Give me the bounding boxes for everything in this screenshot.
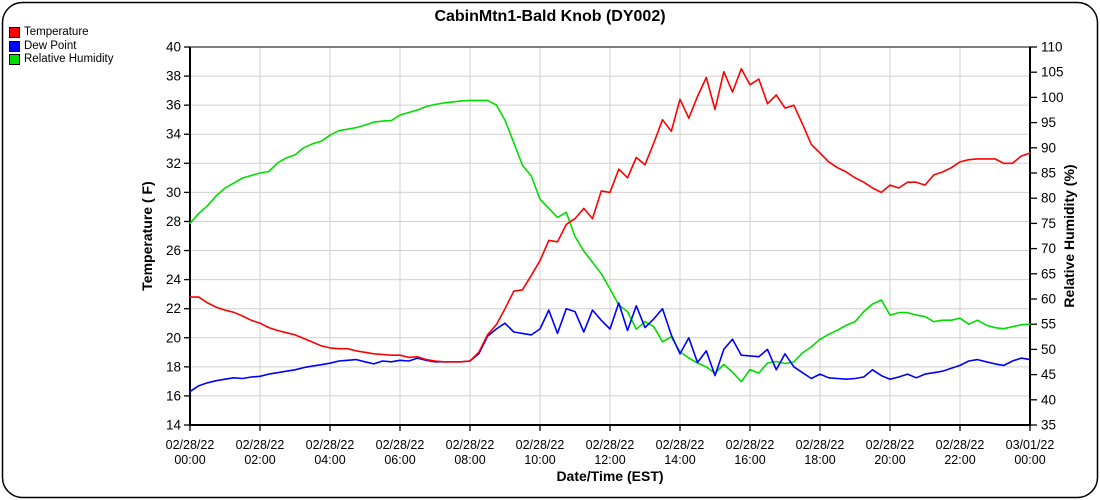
right-axis-tick-label: 70	[1041, 241, 1056, 256]
legend-label-dew-point: Dew Point	[24, 39, 77, 52]
right-axis-tick-label: 65	[1041, 266, 1056, 281]
left-axis-title: Temperature ( F)	[139, 181, 155, 290]
x-tick-time-label: 00:00	[174, 453, 205, 467]
left-axis-tick-label: 20	[166, 330, 181, 345]
left-axis-tick-label: 34	[166, 127, 182, 142]
left-axis-tick-label: 14	[166, 418, 182, 433]
x-tick-time-label: 02:00	[244, 453, 275, 467]
left-axis-tick-label: 32	[166, 156, 181, 171]
x-tick-time-label: 20:00	[874, 453, 905, 467]
left-axis-tick-label: 36	[166, 98, 181, 113]
x-tick-time-label: 06:00	[384, 453, 415, 467]
right-axis-tick-label: 80	[1041, 191, 1056, 206]
red-square-icon	[9, 27, 20, 39]
x-tick-time-label: 10:00	[524, 453, 555, 467]
right-axis-title: Relative Humidity (%)	[1061, 164, 1077, 307]
x-tick-time-label: 18:00	[804, 453, 835, 467]
x-tick-date-label: 02/28/22	[166, 438, 215, 452]
left-axis-tick-label: 28	[166, 214, 181, 229]
x-tick-date-label: 03/01/22	[1006, 438, 1055, 452]
x-tick-date-label: 02/28/22	[866, 438, 915, 452]
temperature-line	[189, 68, 1031, 363]
left-axis-tick-label: 26	[166, 243, 181, 258]
right-axis-tick-label: 35	[1041, 418, 1056, 433]
right-axis-tick-label: 110	[1041, 40, 1063, 55]
x-tick-time-label: 16:00	[734, 453, 765, 467]
left-axis-tick-label: 18	[166, 359, 181, 374]
legend-item-relative-humidity: Relative Humidity	[9, 53, 113, 67]
right-axis-tick-label: 75	[1041, 216, 1056, 231]
x-tick-date-label: 02/28/22	[306, 438, 355, 452]
x-tick-time-label: 00:00	[1014, 453, 1045, 467]
right-axis-tick-label: 50	[1041, 342, 1056, 357]
x-tick-date-label: 02/28/22	[796, 438, 845, 452]
x-tick-time-label: 22:00	[944, 453, 975, 467]
right-axis-tick-label: 85	[1041, 166, 1056, 181]
left-axis-tick-label: 40	[166, 40, 181, 55]
right-axis-tick-label: 90	[1041, 140, 1056, 155]
left-axis-tick-label: 22	[166, 301, 181, 316]
legend-label-relative-humidity: Relative Humidity	[24, 53, 114, 65]
x-tick-time-label: 08:00	[454, 453, 485, 467]
left-axis-tick-label: 16	[166, 388, 181, 403]
x-tick-date-label: 02/28/22	[236, 438, 285, 452]
right-axis-tick-label: 100	[1041, 90, 1064, 105]
x-tick-time-label: 12:00	[594, 453, 625, 467]
right-axis-tick-label: 95	[1041, 115, 1056, 130]
x-tick-date-label: 02/28/22	[726, 438, 775, 452]
right-axis-tick-label: 60	[1041, 292, 1056, 307]
left-axis-tick-label: 38	[166, 69, 181, 84]
relative-humidity-line	[189, 99, 1031, 383]
chart-legend: Temperature Dew Point Relative Humidity	[9, 26, 113, 67]
legend-item-temperature: Temperature	[9, 26, 113, 40]
left-axis-tick-label: 24	[166, 272, 182, 287]
x-tick-date-label: 02/28/22	[656, 438, 705, 452]
x-tick-time-label: 14:00	[664, 453, 695, 467]
legend-label-temperature: Temperature	[24, 26, 89, 38]
right-axis-tick-label: 40	[1041, 392, 1056, 407]
chart-title: CabinMtn1-Bald Knob (DY002)	[434, 8, 665, 25]
blue-square-icon	[9, 40, 20, 52]
x-tick-date-label: 02/28/22	[586, 438, 635, 452]
right-axis-tick-label: 45	[1041, 367, 1056, 382]
x-tick-date-label: 02/28/22	[376, 438, 425, 452]
x-axis-title: Date/Time (EST)	[556, 468, 663, 484]
x-tick-date-label: 02/28/22	[446, 438, 495, 452]
right-axis-tick-label: 105	[1041, 65, 1064, 80]
x-tick-time-label: 04:00	[314, 453, 345, 467]
legend-item-dew-point: Dew Point	[9, 40, 113, 54]
x-tick-date-label: 02/28/22	[516, 438, 565, 452]
right-axis-tick-label: 55	[1041, 317, 1056, 332]
dew-point-line	[189, 302, 1031, 393]
left-axis-tick-label: 30	[166, 185, 181, 200]
x-tick-date-label: 02/28/22	[936, 438, 985, 452]
green-square-icon	[9, 54, 20, 66]
